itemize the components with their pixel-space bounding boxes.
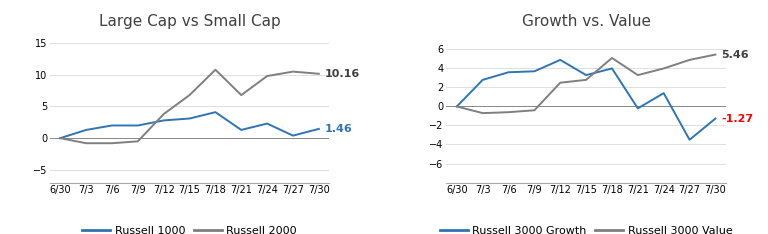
Legend: Russell 3000 Growth, Russell 3000 Value: Russell 3000 Growth, Russell 3000 Value: [435, 222, 737, 234]
Title: Large Cap vs Small Cap: Large Cap vs Small Cap: [98, 14, 280, 29]
Text: 5.46: 5.46: [721, 50, 749, 60]
Text: 1.46: 1.46: [324, 124, 353, 134]
Legend: Russell 1000, Russell 2000: Russell 1000, Russell 2000: [78, 222, 301, 234]
Text: 10.16: 10.16: [324, 69, 359, 79]
Text: -1.27: -1.27: [721, 113, 753, 124]
Title: Growth vs. Value: Growth vs. Value: [521, 14, 650, 29]
